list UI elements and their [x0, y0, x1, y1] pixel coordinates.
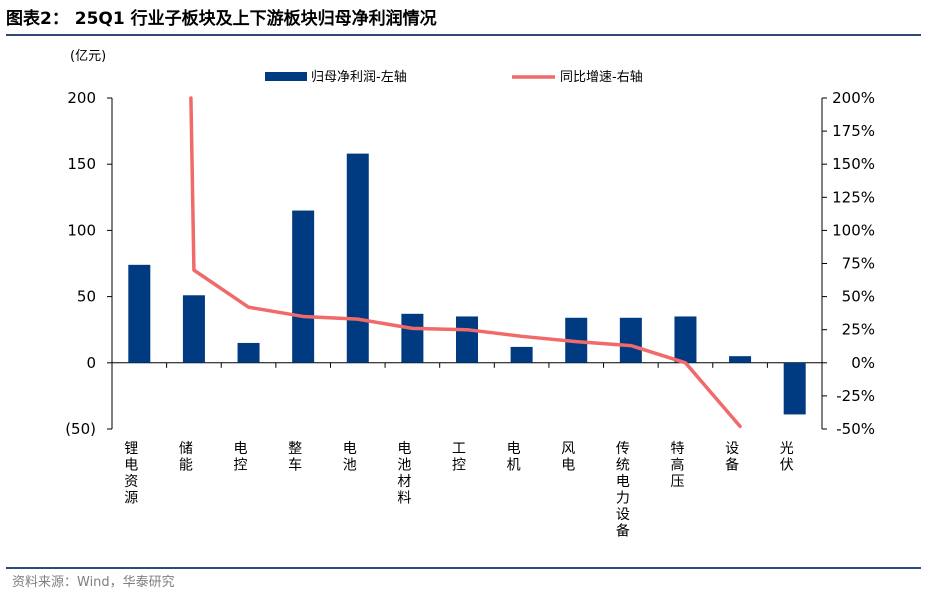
category-label: 电池	[343, 441, 357, 474]
category-label: 光伏	[780, 441, 794, 474]
bar-整车	[292, 210, 315, 363]
bottom-rule	[6, 567, 921, 569]
left-tick-label: 200	[67, 89, 96, 107]
category-label: 锂电资源	[124, 441, 138, 507]
legend-label-bars: 归母净利润-左轴	[311, 70, 407, 85]
legend: 归母净利润-左轴 同比增速-右轴	[265, 70, 643, 85]
right-tick-label: 200%	[832, 89, 875, 107]
bar-电机	[510, 346, 533, 363]
unit-label: (亿元)	[70, 49, 106, 64]
left-tick-label: 0	[86, 354, 96, 372]
line-series	[189, 96, 742, 429]
legend-swatch-bars	[265, 72, 307, 81]
bar-光伏	[783, 362, 806, 415]
category-label: 特高压	[670, 441, 684, 490]
category-label: 储能	[179, 441, 193, 474]
right-tick-label: 150%	[832, 155, 875, 173]
right-tick-label: 175%	[832, 122, 875, 140]
category-label: 整车	[288, 441, 302, 474]
right-tick-label: -25%	[836, 387, 875, 405]
right-tick-label: 0%	[851, 354, 875, 372]
right-tick-label: -50%	[836, 420, 875, 438]
source-note: 资料来源：Wind，华泰研究	[12, 575, 175, 590]
category-label: 设备	[725, 441, 739, 474]
category-label: 传统电力设备	[616, 441, 630, 540]
axes: (亿元) (50) 0 50 100 150 200 -50% -25% 0% 25% 50% 75% 1…	[65, 49, 875, 540]
legend-label-line: 同比增速-右轴	[560, 70, 643, 85]
figure-title: 图表2： 25Q1 行业子板块及上下游板块归母净利润情况	[6, 9, 437, 29]
right-tick-label: 100%	[832, 221, 875, 239]
category-label: 风电	[561, 441, 575, 474]
category-label: 电控	[234, 441, 248, 474]
right-tick-label: 25%	[842, 321, 875, 339]
bar-锂电资源	[128, 264, 151, 363]
bar-特高压	[674, 316, 697, 363]
left-tick-label: 150	[67, 155, 96, 173]
right-tick-label: 75%	[842, 255, 875, 273]
category-label: 电机	[507, 441, 521, 474]
bar-传统电力设备	[619, 317, 642, 363]
growth-line	[189, 96, 742, 429]
bar-工控	[456, 316, 478, 363]
left-tick-label: (50)	[65, 420, 96, 438]
bar-电控	[237, 342, 260, 363]
bar-series	[128, 153, 806, 415]
bar-储能	[182, 295, 205, 363]
right-tick-label: 50%	[842, 288, 875, 306]
left-tick-label: 50	[77, 288, 96, 306]
left-tick-label: 100	[67, 221, 96, 239]
category-label: 电池材料	[397, 441, 411, 507]
bar-电池材料	[401, 313, 424, 363]
top-rule	[6, 34, 921, 36]
category-label: 工控	[452, 441, 466, 474]
bar-电池	[346, 153, 369, 363]
right-tick-label: 125%	[832, 188, 875, 206]
bar-设备	[729, 356, 752, 363]
